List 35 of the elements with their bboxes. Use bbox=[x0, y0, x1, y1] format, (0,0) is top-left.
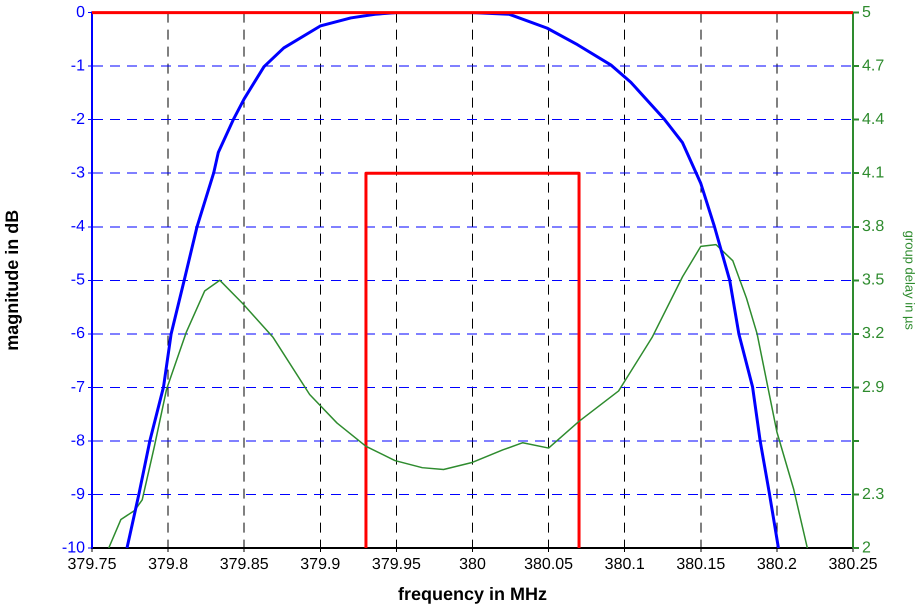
x-tick-label: 379.9 bbox=[300, 556, 340, 574]
x-tick-label: 379.85 bbox=[220, 556, 269, 574]
y-tick-label: -2 bbox=[70, 111, 86, 128]
y2-tick-label: 4.1 bbox=[862, 164, 884, 182]
y-tick-label: -4 bbox=[70, 218, 86, 236]
y-axis-title: magnitude in dB bbox=[2, 210, 22, 351]
y-tick-label: -10 bbox=[62, 539, 86, 556]
y-tick-label: -1 bbox=[70, 58, 86, 75]
x-tick-label: 380.25 bbox=[828, 556, 878, 574]
x-axis-title: frequency in MHz bbox=[398, 584, 548, 604]
x-tick-label: 380.2 bbox=[756, 556, 798, 574]
y2-tick-label: 3.8 bbox=[862, 218, 884, 236]
x-tick-label: 380.05 bbox=[524, 556, 574, 574]
y-tick-label: -7 bbox=[70, 378, 86, 396]
y2-tick-label: 3.5 bbox=[862, 272, 884, 289]
x-tick-label: 380 bbox=[459, 556, 486, 574]
y2-tick-label: 4.4 bbox=[862, 111, 884, 128]
y2-tick-label: 2.9 bbox=[862, 378, 884, 396]
y2-axis-title: group delay in µs bbox=[902, 230, 918, 330]
y-tick-label: -3 bbox=[70, 164, 86, 182]
y2-tick-label: 2 bbox=[862, 539, 871, 556]
y2-tick-label: 4.7 bbox=[862, 58, 884, 75]
x-tick-label: 380.1 bbox=[604, 556, 645, 574]
y2-tick-label: 2.3 bbox=[862, 486, 884, 503]
x-tick-label: 380.15 bbox=[676, 556, 726, 574]
x-tick-label: 379.75 bbox=[68, 556, 117, 574]
y2-tick-label: 3.2 bbox=[862, 325, 884, 342]
y-tick-label: -5 bbox=[70, 272, 86, 289]
x-tick-label: 379.95 bbox=[372, 556, 421, 574]
y-tick-label: 0 bbox=[76, 4, 86, 22]
y-tick-label: -8 bbox=[70, 432, 86, 450]
y2-tick-label: 5 bbox=[862, 4, 871, 22]
y-tick-label: -6 bbox=[70, 325, 86, 342]
y-tick-label: -9 bbox=[70, 486, 86, 503]
x-tick-label: 379.8 bbox=[148, 556, 188, 574]
